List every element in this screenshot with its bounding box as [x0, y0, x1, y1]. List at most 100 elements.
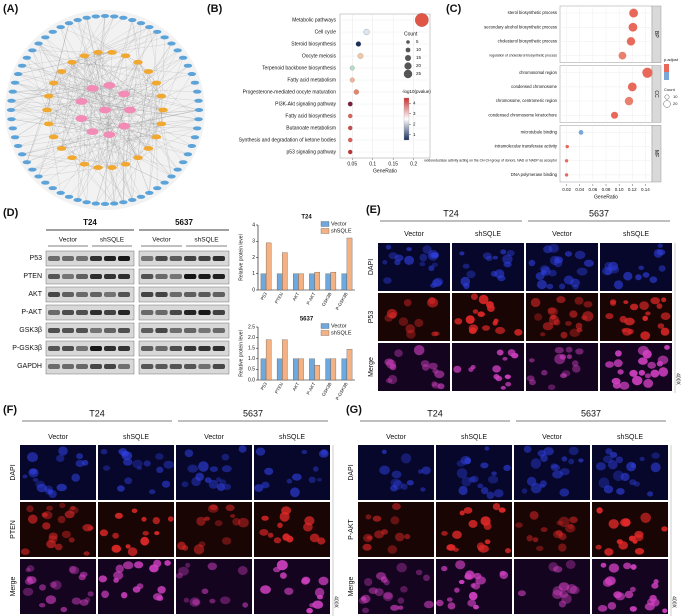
cell	[492, 255, 498, 260]
cell	[398, 317, 409, 326]
legend-label: shSQLE	[331, 330, 352, 336]
y-tick-label: 1	[252, 271, 255, 277]
band	[118, 328, 130, 333]
network-node	[17, 63, 27, 68]
cell	[56, 483, 67, 492]
legend-label: 10	[416, 47, 422, 52]
cell	[653, 249, 663, 258]
cell	[645, 311, 651, 316]
network-node	[103, 131, 116, 139]
network-node	[173, 167, 182, 172]
cell	[70, 505, 76, 510]
cell	[382, 591, 394, 602]
cell	[637, 345, 649, 356]
band	[104, 328, 116, 333]
bar	[260, 273, 267, 291]
cell	[502, 356, 508, 361]
cell	[382, 260, 388, 265]
cell	[638, 357, 648, 365]
legend-dot	[404, 62, 412, 70]
network-node	[41, 180, 50, 185]
network-node	[194, 108, 204, 112]
bar	[260, 358, 267, 381]
category-label: Progesterone-mediated oocyte maturation	[243, 89, 337, 95]
band	[48, 328, 60, 333]
x-tick-label: 0.1	[369, 161, 376, 167]
cell	[649, 594, 657, 602]
legend-dot	[663, 100, 671, 108]
network-node	[22, 160, 32, 165]
cell	[575, 348, 584, 355]
cell	[64, 510, 75, 519]
network-node	[151, 134, 162, 140]
bar	[330, 271, 337, 291]
band	[169, 310, 182, 315]
micrograph	[592, 502, 668, 557]
band	[141, 328, 154, 333]
cell	[69, 566, 80, 575]
cell	[514, 329, 523, 336]
band	[76, 292, 88, 297]
cell	[657, 323, 665, 329]
cell	[595, 462, 606, 471]
cell	[379, 465, 390, 475]
cell	[484, 446, 490, 451]
term-label: condensed chromosome	[511, 84, 558, 89]
y-tick-label: 4	[252, 222, 255, 228]
cell	[623, 300, 629, 305]
cell	[192, 599, 200, 606]
network-node	[133, 155, 143, 161]
x-tick-label: 0.08	[602, 187, 611, 192]
network-node	[10, 80, 20, 85]
term-label: oxidoreductase activity acting on the CH…	[424, 159, 558, 163]
cell	[604, 548, 614, 556]
band	[198, 364, 211, 369]
cell	[480, 487, 489, 495]
condition-label: Vector	[552, 231, 573, 238]
cell	[658, 265, 666, 272]
cell	[605, 313, 614, 320]
cell	[51, 580, 62, 590]
cell	[390, 484, 398, 492]
band	[169, 346, 182, 351]
cell	[543, 245, 553, 254]
bar	[309, 358, 315, 381]
dot	[626, 37, 636, 46]
network-node	[93, 165, 103, 170]
legend-title: Count	[664, 87, 676, 92]
cell	[58, 446, 68, 456]
cell	[633, 481, 640, 487]
cell	[20, 548, 30, 555]
y-tick-label: 3	[252, 239, 255, 245]
cell	[611, 377, 621, 385]
cell	[87, 591, 94, 597]
condition-label: Vector	[204, 434, 225, 441]
network-node	[64, 21, 74, 26]
network-node	[91, 201, 100, 206]
bar	[265, 339, 272, 381]
plot-frame	[339, 13, 431, 159]
cell	[454, 587, 460, 593]
band	[155, 274, 168, 279]
condition-label: Vector	[386, 434, 407, 441]
band	[48, 364, 60, 369]
x-tick-label: 0.2	[410, 161, 417, 167]
category-label: Cell cycle	[315, 29, 337, 35]
network-node	[56, 146, 67, 151]
cell	[529, 379, 536, 386]
cell	[629, 369, 638, 377]
cell	[492, 503, 501, 511]
cell	[390, 478, 402, 487]
cell	[75, 459, 85, 468]
x-tick-label: 0.14	[641, 187, 650, 192]
cell	[176, 572, 183, 579]
cell	[462, 263, 470, 269]
x-tick-label: 0.06	[588, 187, 597, 192]
cell	[431, 381, 438, 387]
cell	[113, 577, 119, 583]
cell	[209, 466, 218, 472]
cell	[273, 537, 282, 544]
colorbar	[664, 72, 669, 80]
cell	[600, 562, 607, 568]
cell	[320, 449, 328, 456]
